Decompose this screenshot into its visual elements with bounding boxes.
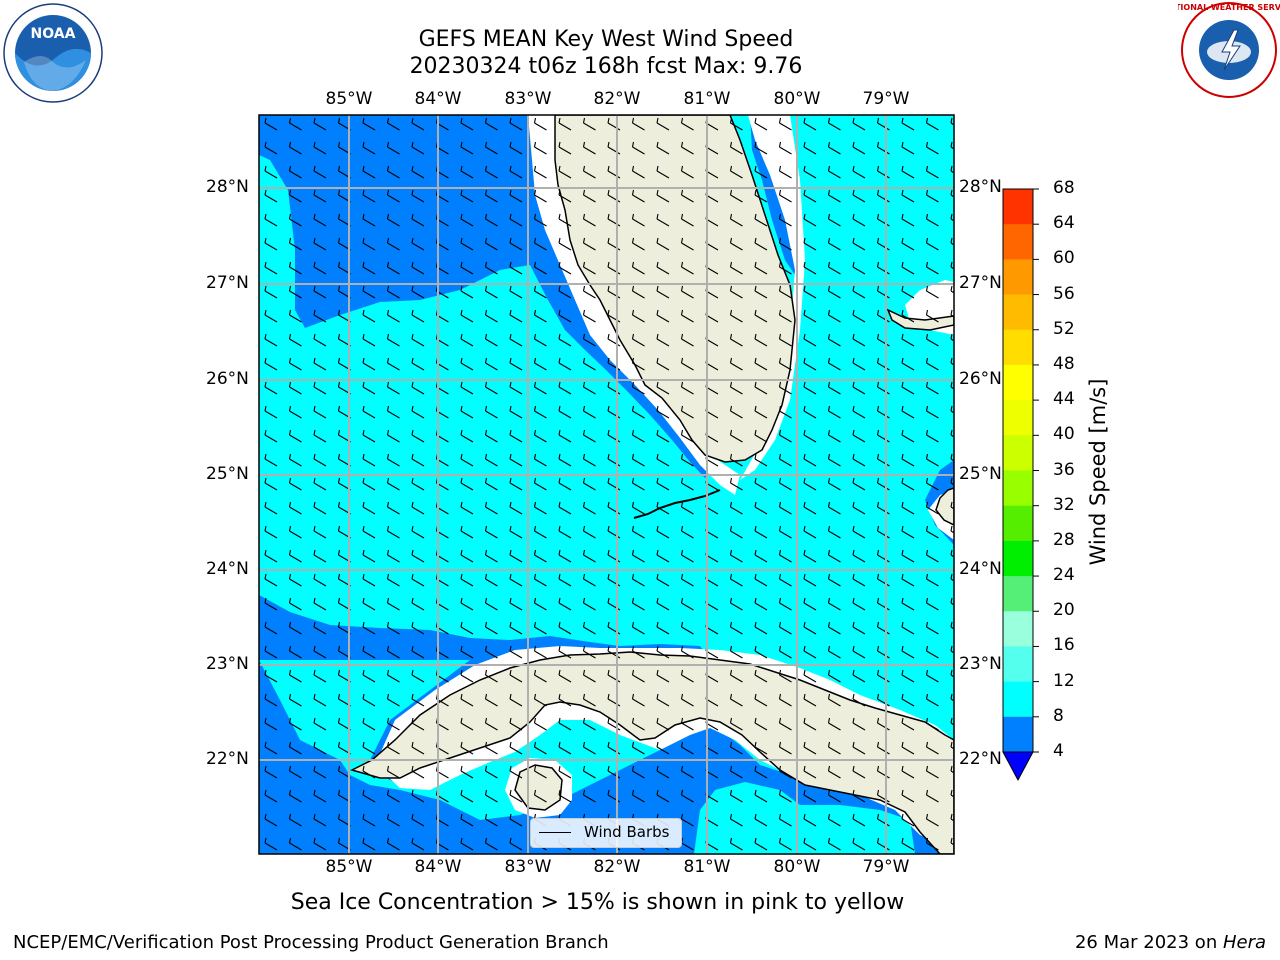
colorbar-segment (1003, 611, 1033, 647)
lat-label-left-4: 24°N (206, 559, 249, 579)
legend-box: Wind Barbs (530, 818, 682, 848)
noaa-logo-icon: NOAA (3, 3, 103, 103)
lon-label-top-1: 84°W (414, 89, 462, 109)
lat-label-left-6: 22°N (206, 749, 249, 769)
footer-date: 26 Mar 2023 on Hera (1075, 932, 1266, 953)
lat-label-left-0: 28°N (206, 177, 249, 197)
colorbar-tick-label: 40 (1053, 424, 1075, 445)
footer-date-text: 26 Mar 2023 on (1074, 932, 1223, 953)
footer-credit: NCEP/EMC/Verification Post Processing Pr… (13, 932, 609, 953)
lat-label-right-2: 26°N (959, 369, 1002, 389)
lat-label-right-0: 28°N (959, 177, 1002, 197)
colorbar-segment (1003, 400, 1033, 436)
lon-label-bottom-6: 79°W (862, 857, 910, 877)
colorbar-tick-label: 60 (1053, 248, 1075, 269)
colorbar-segment (1003, 505, 1033, 542)
lat-label-right-3: 25°N (959, 464, 1002, 484)
noaa-logo-text: NOAA (31, 26, 76, 42)
footer-host: Hera (1222, 932, 1266, 953)
lon-label-top-6: 79°W (862, 89, 910, 109)
lon-label-top-3: 82°W (593, 89, 641, 109)
colorbar-segment (1003, 646, 1033, 683)
colorbar-segment (1003, 435, 1033, 471)
colorbar-tick-label: 44 (1053, 389, 1075, 410)
lon-label-top-2: 83°W (504, 89, 552, 109)
nws-logo-icon: NATIONAL WEATHER SERVICE (1178, 2, 1280, 98)
lat-label-left-2: 26°N (206, 369, 249, 389)
lon-label-bottom-4: 81°W (683, 857, 731, 877)
colorbar-under-arrow (1002, 751, 1034, 782)
lat-label-left-3: 25°N (206, 464, 249, 484)
colorbar-tick-label: 68 (1053, 178, 1075, 198)
lat-label-right-1: 27°N (959, 273, 1002, 293)
lon-label-bottom-3: 82°W (593, 857, 641, 877)
lat-label-left-5: 23°N (206, 654, 249, 674)
lat-label-right-6: 22°N (959, 749, 1002, 769)
map-area[interactable] (259, 115, 954, 854)
colorbar-segment (1003, 294, 1033, 331)
chart-title: GEFS MEAN Key West Wind Speed (418, 27, 794, 52)
lat-label-right-5: 23°N (959, 654, 1002, 674)
lon-label-top-0: 85°W (325, 89, 373, 109)
legend-line-swatch (539, 832, 571, 833)
lon-label-bottom-1: 84°W (414, 857, 462, 877)
lon-label-top-5: 80°W (773, 89, 821, 109)
colorbar-segment (1003, 259, 1033, 296)
colorbar-frame (1002, 188, 1034, 753)
lon-label-bottom-2: 83°W (504, 857, 552, 877)
sea-ice-caption-text: Sea Ice Concentration > 15% is shown in … (290, 890, 905, 915)
colorbar-tick-label: 36 (1053, 459, 1075, 480)
graticule (259, 115, 954, 854)
lon-label-bottom-0: 85°W (325, 857, 373, 877)
colorbar-segment (1003, 224, 1033, 260)
colorbar-segment (1003, 716, 1033, 753)
colorbar-segment (1003, 576, 1033, 612)
colorbar-segment (1003, 364, 1033, 401)
nws-logo-text: NATIONAL WEATHER SERVICE (1178, 3, 1280, 12)
lat-label-left-1: 27°N (206, 273, 249, 293)
colorbar-tick-label: 4 (1053, 741, 1064, 761)
chart-subtitle: 20230324 t06z 168h fcst Max: 9.76 (409, 54, 803, 79)
legend-label: Wind Barbs (584, 823, 670, 841)
colorbar-tick-label: 48 (1053, 353, 1075, 374)
colorbar-tick-label: 8 (1053, 705, 1064, 726)
colorbar-title: Wind Speed [m/s] (1086, 378, 1110, 566)
map-frame (258, 114, 955, 855)
sea-ice-caption: Sea Ice Concentration > 15% is shown in … (0, 890, 1280, 915)
colorbar-tick-label: 32 (1053, 494, 1075, 515)
colorbar-segment (1003, 470, 1033, 507)
wind-barbs-overlay (259, 115, 954, 854)
lon-label-bottom-5: 80°W (773, 857, 821, 877)
colorbar-segment (1003, 540, 1033, 577)
colorbar-segment (1003, 189, 1033, 225)
colorbar-tick-label: 16 (1053, 635, 1075, 656)
colorbar-tick-label: 20 (1053, 600, 1075, 621)
colorbar-tick-label: 64 (1053, 213, 1075, 234)
colorbar (1003, 188, 1039, 753)
lon-label-top-4: 81°W (683, 89, 731, 109)
colorbar-segment (1003, 681, 1033, 718)
colorbar-segment (1003, 329, 1033, 366)
colorbar-tick-label: 28 (1053, 529, 1075, 550)
colorbar-tick-label: 12 (1053, 670, 1075, 691)
lat-label-right-4: 24°N (959, 559, 1002, 579)
colorbar-tick-label: 56 (1053, 283, 1075, 304)
colorbar-tick-label: 24 (1053, 565, 1075, 586)
colorbar-tick-label: 52 (1053, 318, 1075, 339)
